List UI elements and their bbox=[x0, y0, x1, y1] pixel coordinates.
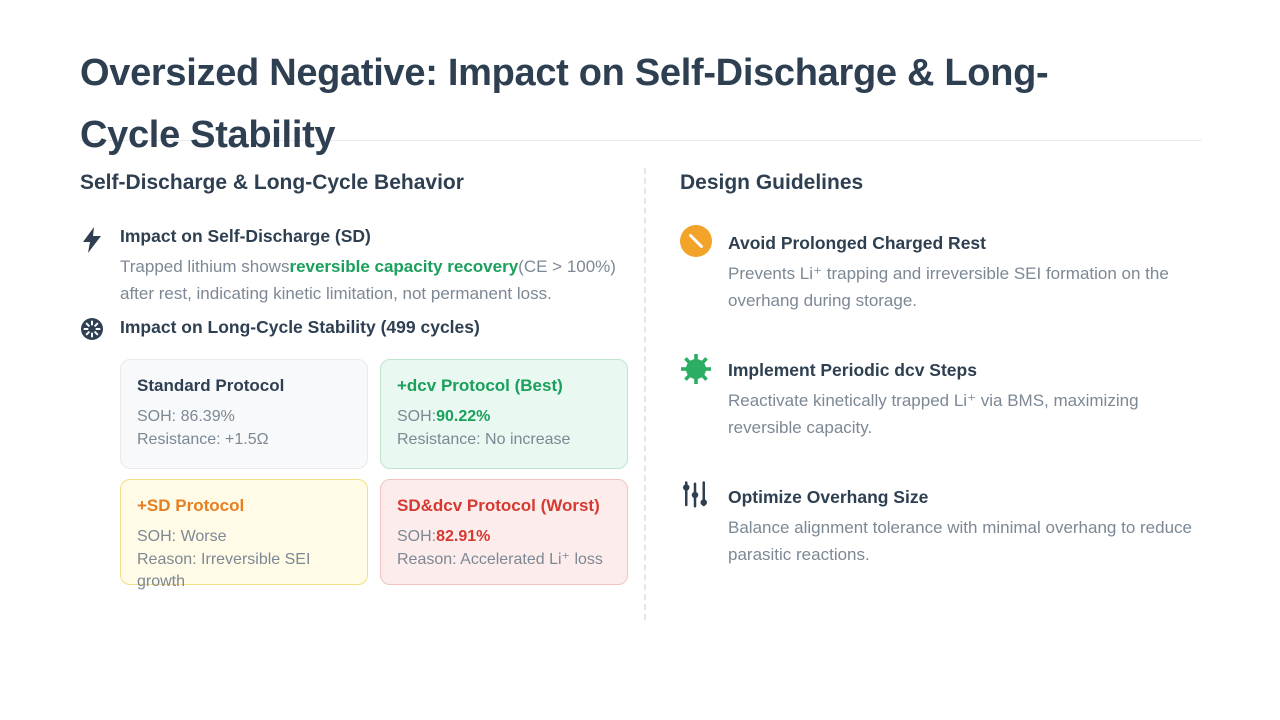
sliders-icon bbox=[680, 479, 712, 568]
body-text: Trapped lithium shows bbox=[120, 257, 290, 276]
bullet-self-discharge: Impact on Self-Discharge (SD) Trapped li… bbox=[80, 224, 628, 307]
left-column: Self-Discharge & Long-Cycle Behavior Imp… bbox=[80, 170, 628, 590]
protocol-cards: Standard Protocol SOH: 86.39% Resistance… bbox=[120, 359, 628, 590]
guideline-title: Avoid Prolonged Charged Rest bbox=[728, 233, 986, 253]
soh-value: 82.91% bbox=[436, 528, 491, 545]
soh-label: SOH: bbox=[397, 528, 437, 545]
guideline-dcv-steps: Implement Periodic dcv Steps Reactivate … bbox=[680, 352, 1210, 441]
bullet-long-cycle: Impact on Long-Cycle Stability (499 cycl… bbox=[80, 315, 628, 346]
card-detail-line: Reason: Accelerated Li⁺ loss bbox=[397, 550, 603, 568]
card-dcv-protocol: +dcv Protocol (Best) SOH:90.22% Resistan… bbox=[380, 359, 628, 469]
right-heading: Design Guidelines bbox=[680, 171, 864, 194]
guideline-title: Optimize Overhang Size bbox=[728, 487, 929, 507]
body-text: (CE > 100%) after rest, indicating kinet… bbox=[120, 257, 616, 303]
card-detail-line: Reason: Irreversible SEI growth bbox=[137, 550, 311, 591]
lightning-icon bbox=[80, 224, 104, 307]
card-sd-protocol: +SD Protocol SOH: Worse Reason: Irrevers… bbox=[120, 479, 368, 590]
page-title: Oversized Negative: Impact on Self-Disch… bbox=[80, 52, 1049, 156]
card-detail-line: Resistance: +1.5Ω bbox=[137, 430, 269, 448]
guideline-body: Balance alignment tolerance with minimal… bbox=[728, 518, 1192, 564]
column-divider bbox=[644, 168, 646, 620]
guideline-avoid-rest: Avoid Prolonged Charged Rest Prevents Li… bbox=[680, 224, 1210, 314]
right-column: Design Guidelines Avoid Prolonged Charge… bbox=[680, 170, 1210, 606]
card-title: SD&dcv Protocol (Worst) bbox=[397, 496, 600, 515]
gauge-icon bbox=[80, 315, 104, 346]
sun-icon bbox=[680, 352, 712, 441]
bullet-body: Trapped lithium showsreversible capacity… bbox=[120, 254, 620, 307]
guideline-title: Implement Periodic dcv Steps bbox=[728, 360, 977, 380]
body-highlight: reversible capacity recovery bbox=[289, 257, 519, 276]
left-heading: Self-Discharge & Long-Cycle Behavior bbox=[80, 171, 464, 194]
soh-value: 90.22% bbox=[436, 408, 491, 425]
card-sd-dcv-protocol: SD&dcv Protocol (Worst) SOH:82.91% Reaso… bbox=[380, 479, 628, 585]
bullet-title: Impact on Self-Discharge (SD) bbox=[120, 226, 371, 246]
ban-icon bbox=[680, 224, 712, 314]
card-soh-line: SOH: 86.39% bbox=[137, 406, 351, 429]
bullet-title: Impact on Long-Cycle Stability (499 cycl… bbox=[120, 317, 480, 337]
card-soh-line: SOH: Worse bbox=[137, 526, 351, 549]
card-standard-protocol: Standard Protocol SOH: 86.39% Resistance… bbox=[120, 359, 368, 469]
card-title: +dcv Protocol (Best) bbox=[397, 376, 563, 395]
soh-label: SOH: bbox=[397, 408, 437, 425]
card-soh-line: SOH:90.22% bbox=[397, 406, 611, 429]
guideline-overhang-size: Optimize Overhang Size Balance alignment… bbox=[680, 479, 1210, 568]
card-title: +SD Protocol bbox=[137, 496, 245, 515]
card-title: Standard Protocol bbox=[137, 376, 285, 395]
card-detail-line: Resistance: No increase bbox=[397, 430, 571, 448]
guideline-body: Prevents Li⁺ trapping and irreversible S… bbox=[728, 264, 1169, 310]
soh-value: 86.39% bbox=[180, 408, 235, 425]
slide-header: Oversized Negative: Impact on Self-Disch… bbox=[80, 0, 1202, 156]
soh-label: SOH: bbox=[137, 528, 181, 545]
soh-value: Worse bbox=[180, 528, 227, 545]
guideline-body: Reactivate kinetically trapped Li⁺ via B… bbox=[728, 391, 1139, 437]
card-soh-line: SOH:82.91% bbox=[397, 526, 611, 549]
soh-label: SOH: bbox=[137, 408, 181, 425]
